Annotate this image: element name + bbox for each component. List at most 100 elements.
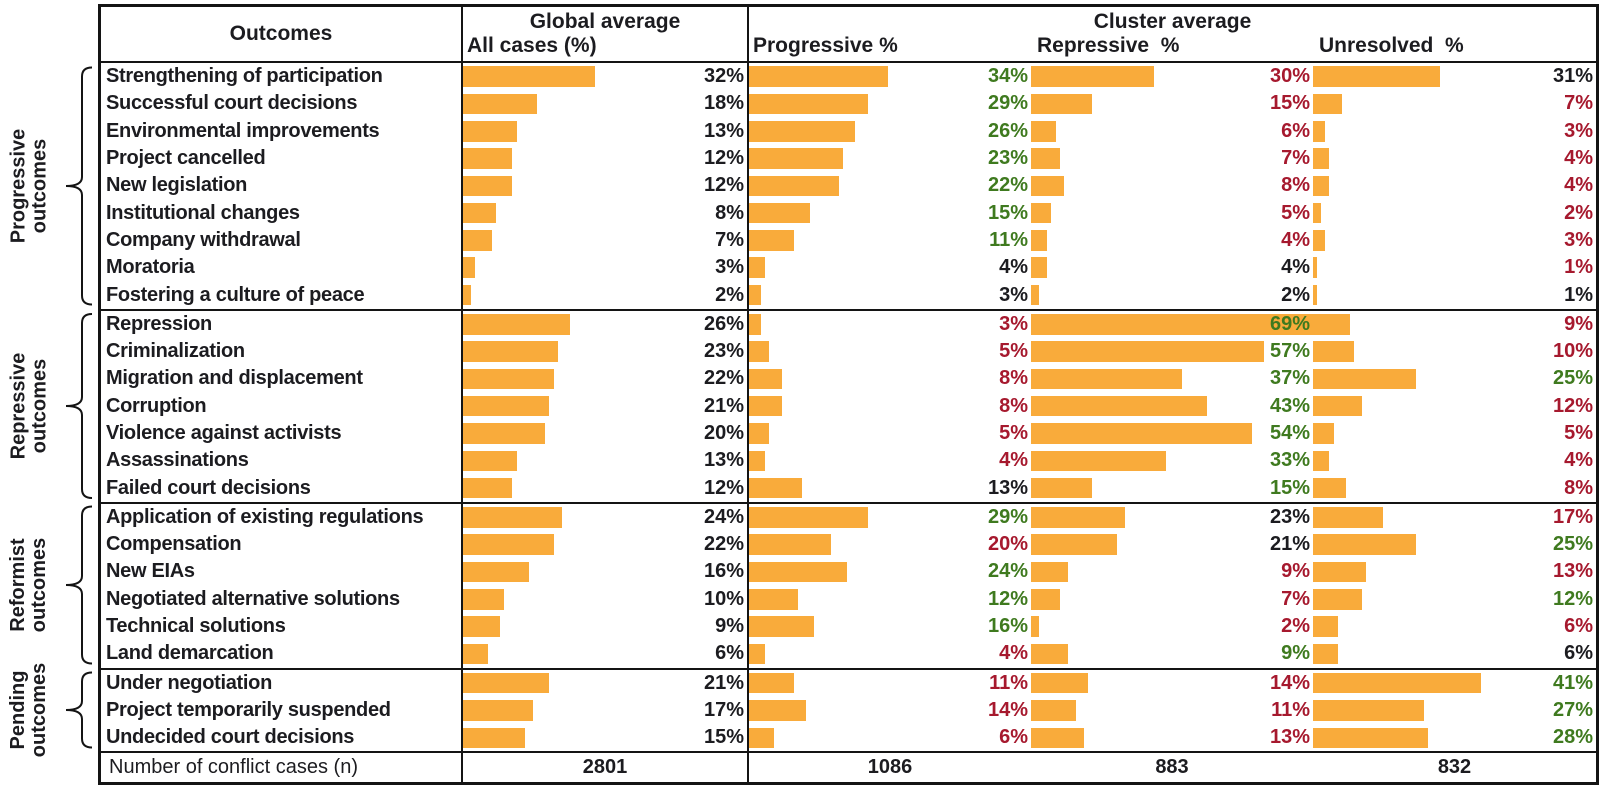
value-label: 7% xyxy=(715,228,744,251)
bar xyxy=(1031,727,1085,749)
value-cell: 28% xyxy=(1313,724,1596,751)
value-label: 5% xyxy=(999,422,1028,444)
value-cell: 4% xyxy=(747,640,1031,668)
value-cell: 33% xyxy=(1031,447,1313,474)
value-cell: 15% xyxy=(747,199,1031,227)
value-label: 22% xyxy=(703,533,744,556)
value-cell: 2% xyxy=(1313,199,1596,226)
value-label: 13% xyxy=(1269,726,1310,749)
outcome-label: Corruption xyxy=(106,394,207,417)
bar xyxy=(463,314,570,335)
table-row: Institutional changes 8% 15% 5% 2% xyxy=(101,199,1596,227)
value-cell: 29% xyxy=(747,90,1031,118)
bar xyxy=(1313,477,1346,499)
value-cell: 3% xyxy=(747,281,1031,309)
header-repressive: Repressive % xyxy=(1037,34,1180,57)
outcome-label: Moratoria xyxy=(106,256,195,279)
table-row: Fostering a culture of peace 2% 3% 2% 1% xyxy=(101,281,1596,309)
header-global-average-title: Global average xyxy=(529,10,681,33)
bar xyxy=(1313,727,1428,749)
outcome-label: Repression xyxy=(106,312,212,335)
value-label: 15% xyxy=(703,726,744,749)
value-label: 27% xyxy=(1552,698,1593,721)
value-cell: 32% xyxy=(461,63,747,91)
value-label: 15% xyxy=(987,201,1028,224)
group-label: Repressive outcomes xyxy=(7,352,50,459)
bar xyxy=(1313,120,1326,142)
outcome-label: Undecided court decisions xyxy=(106,726,355,749)
group-brace xyxy=(65,671,93,749)
group-gutter-section: Repressive outcomes xyxy=(0,309,96,502)
table-row: Failed court decisions 12% 13% 15% 8% xyxy=(101,474,1596,502)
value-label: 23% xyxy=(987,147,1028,170)
value-cell: 12% xyxy=(461,144,747,173)
outcome-label: Strengthening of participation xyxy=(106,65,383,88)
value-label: 22% xyxy=(703,367,744,390)
bar xyxy=(749,643,766,665)
value-label: 12% xyxy=(1552,394,1593,417)
value-label: 6% xyxy=(1281,119,1310,142)
value-label: 11% xyxy=(989,228,1028,251)
bar xyxy=(1031,148,1060,169)
value-label: 4% xyxy=(1281,256,1310,279)
group-label: Reformist outcomes xyxy=(7,537,50,633)
value-label: 8% xyxy=(1564,476,1593,499)
bar xyxy=(1313,395,1363,417)
value-cell: 1% xyxy=(1313,281,1596,308)
bar xyxy=(749,700,807,721)
header-unresolved: Unresolved % xyxy=(1319,34,1464,57)
table-row: Undecided court decisions 15% 6% 13% 28% xyxy=(101,724,1596,752)
bar xyxy=(1313,202,1322,224)
outcome-label: Compensation xyxy=(106,533,242,556)
header-cluster-average-title: Cluster average xyxy=(1093,10,1252,33)
bar xyxy=(1313,616,1338,637)
group-brace xyxy=(65,505,93,665)
value-cell: 43% xyxy=(1031,393,1313,420)
value-label: 10% xyxy=(1552,340,1593,363)
group-gutter-section: Reformist outcomes xyxy=(0,502,96,668)
value-cell: 16% xyxy=(747,612,1031,641)
bar xyxy=(749,368,782,390)
value-cell: 11% xyxy=(1031,697,1313,724)
value-label: 3% xyxy=(1564,228,1593,251)
bar xyxy=(749,175,839,197)
bar xyxy=(463,507,562,528)
value-label: 4% xyxy=(999,256,1028,279)
value-label: 1% xyxy=(1564,283,1593,306)
value-label: 7% xyxy=(1564,92,1593,115)
outcome-label: Institutional changes xyxy=(106,201,300,224)
outcome-label: Criminalization xyxy=(106,340,245,363)
outcome-label: Fostering a culture of peace xyxy=(106,283,365,306)
table-row: Company withdrawal 7% 11% 4% 3% xyxy=(101,226,1596,255)
bar xyxy=(1313,93,1342,115)
outcome-label: Application of existing regulations xyxy=(106,505,424,528)
bar xyxy=(1031,423,1252,444)
bar xyxy=(749,616,815,637)
value-label: 17% xyxy=(703,698,744,721)
table-row: New EIAs 16% 24% 9% 13% xyxy=(101,558,1596,586)
bar xyxy=(1031,341,1264,362)
value-label: 11% xyxy=(989,671,1028,694)
value-label: 30% xyxy=(1269,65,1310,88)
bar xyxy=(1031,700,1076,721)
value-cell: 24% xyxy=(461,503,747,532)
bar xyxy=(1031,120,1056,142)
value-label: 15% xyxy=(1269,476,1310,499)
bar xyxy=(463,616,501,637)
value-label: 6% xyxy=(999,726,1028,749)
bar xyxy=(749,93,868,115)
bar xyxy=(1031,507,1125,528)
value-label: 4% xyxy=(1564,449,1593,472)
value-cell: 5% xyxy=(1313,420,1596,447)
value-label: 8% xyxy=(1281,174,1310,197)
bar xyxy=(1313,230,1326,251)
bar xyxy=(749,477,803,499)
bar xyxy=(463,477,513,499)
value-cell: 20% xyxy=(747,531,1031,559)
value-cell: 34% xyxy=(747,63,1031,91)
value-label: 5% xyxy=(999,340,1028,363)
value-cell: 41% xyxy=(1313,670,1596,697)
value-label: 7% xyxy=(1281,587,1310,610)
value-cell: 23% xyxy=(747,144,1031,173)
value-label: 16% xyxy=(987,615,1028,638)
